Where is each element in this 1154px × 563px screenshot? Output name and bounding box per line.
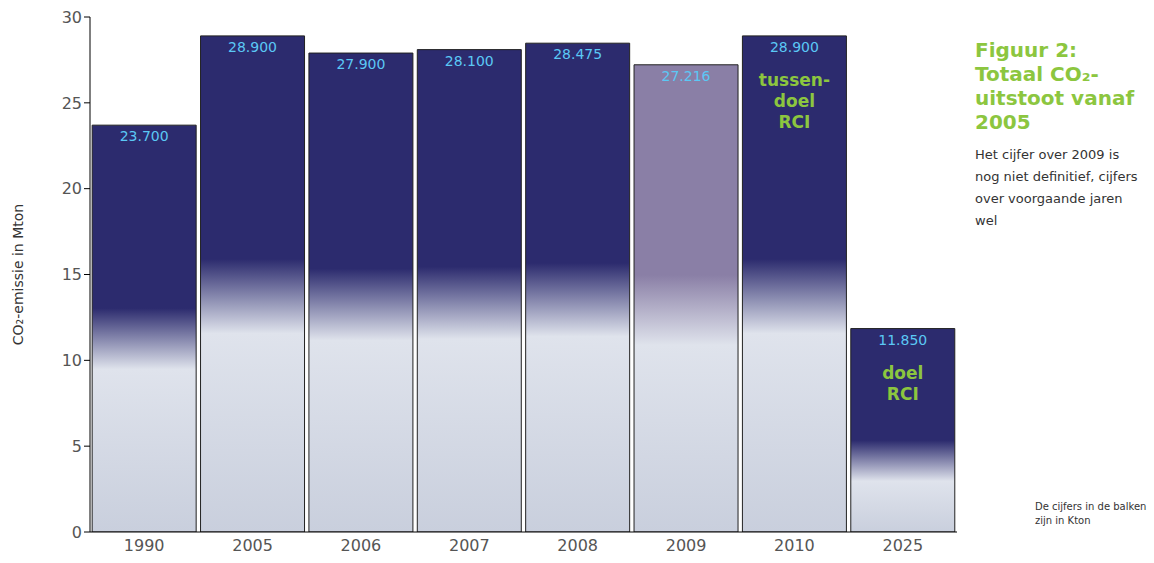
svg-text:27.216: 27.216 [662,68,711,84]
svg-text:28.900: 28.900 [228,39,277,55]
svg-text:10: 10 [62,351,82,370]
svg-text:2007: 2007 [449,536,490,555]
svg-text:doelRCI: doelRCI [882,363,923,404]
svg-text:30: 30 [62,8,82,27]
svg-text:11.850: 11.850 [878,332,927,348]
svg-text:CO₂-emissie in Mton: CO₂-emissie in Mton [10,204,26,345]
svg-text:15: 15 [62,265,82,284]
svg-text:28.100: 28.100 [445,53,494,69]
html-text:Het cijfer over 2009 is nog ni: Het cijfer over 2009 is nog niet definit… [975,147,1138,228]
html-text:Figuur 2: Totaal CO₂-uitstoot: Figuur 2: Totaal CO₂-uitstoot vanaf 2005 [975,38,1135,134]
svg-text:2006: 2006 [341,536,382,555]
html-text:De cijfers in de balken zijn i: De cijfers in de balken zijn in Kton [1035,501,1147,526]
svg-text:20: 20 [62,179,82,198]
svg-text:0: 0 [72,523,82,542]
svg-text:2005: 2005 [232,536,273,555]
svg-text:1990: 1990 [124,536,165,555]
svg-text:2025: 2025 [882,536,923,555]
svg-text:28.475: 28.475 [553,46,602,62]
svg-text:2008: 2008 [557,536,598,555]
svg-text:23.700: 23.700 [120,128,169,144]
svg-text:28.900: 28.900 [770,39,819,55]
svg-text:2009: 2009 [666,536,707,555]
svg-text:25: 25 [62,94,82,113]
svg-text:2010: 2010 [774,536,815,555]
svg-text:27.900: 27.900 [336,56,385,72]
svg-text:5: 5 [72,437,82,456]
svg-text:tussen-doelRCI: tussen-doelRCI [759,70,830,132]
